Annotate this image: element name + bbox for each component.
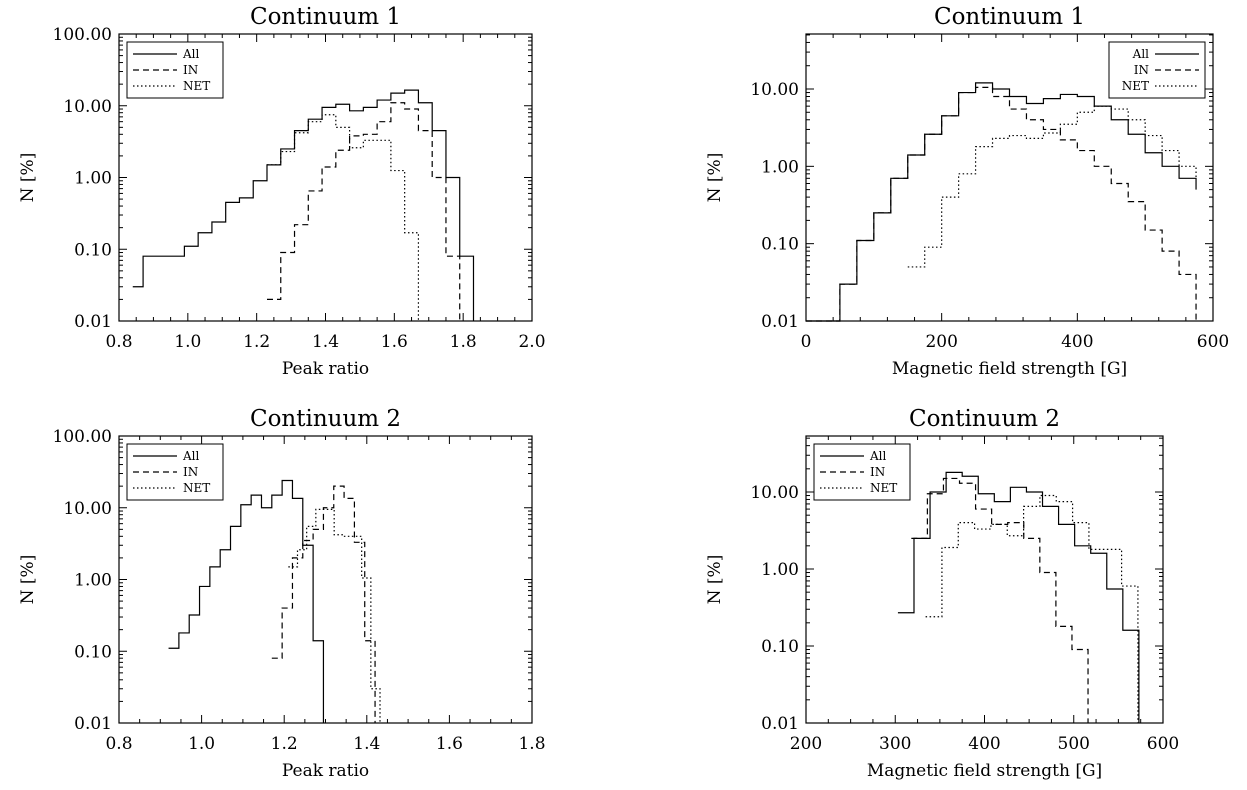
legend-label-in: IN — [183, 465, 198, 479]
x-tick-label: 1.6 — [381, 332, 408, 352]
y-tick-label: 1.00 — [74, 571, 112, 591]
legend: All IN NET — [813, 443, 911, 501]
x-tick-label: 500 — [1058, 734, 1090, 754]
y-tick-label: 100.00 — [53, 427, 112, 447]
x-tick-label: 1.6 — [436, 734, 463, 754]
legend: All IN NET — [1108, 41, 1206, 99]
y-tick-label: 0.10 — [74, 240, 112, 260]
x-tick-label: 600 — [1147, 734, 1179, 754]
x-tick-label: 2.0 — [518, 332, 545, 352]
legend-label-net: NET — [1122, 79, 1149, 93]
x-tick-label: 600 — [1197, 332, 1229, 352]
series-all-line — [168, 479, 325, 723]
x-tick-label: 300 — [879, 734, 911, 754]
legend-label-in: IN — [1134, 63, 1149, 77]
x-tick-label: 1.4 — [312, 332, 339, 352]
chart-panel-3: Continuum 2 Peak ratio N [%] 0.8 1.0 1.2 1.4 1.… — [18, 406, 546, 781]
y-tick-label: 10.00 — [63, 97, 112, 117]
legend-label-net: NET — [183, 79, 210, 93]
series-in-line — [911, 477, 1089, 723]
series-in-line — [271, 485, 376, 723]
series-net-line — [266, 114, 420, 321]
legend: All IN NET — [126, 41, 224, 99]
y-tick-label: 0.10 — [761, 235, 799, 255]
y-tick-label: 100.00 — [53, 25, 112, 45]
x-tick-label: 200 — [790, 734, 822, 754]
x-tick-label: 0 — [801, 332, 812, 352]
legend-label-all: All — [1132, 47, 1150, 61]
y-tick-label: 0.10 — [761, 637, 799, 657]
y-tick-label: 1.00 — [761, 560, 799, 580]
series-all-line — [897, 471, 1140, 723]
legend-label-in: IN — [870, 465, 885, 479]
x-tick-label: 1.2 — [243, 332, 270, 352]
x-tick-label: 0.8 — [105, 332, 132, 352]
y-axis-label: N [%] — [18, 153, 38, 203]
series-in-line — [806, 86, 1197, 322]
y-tick-label: 0.01 — [74, 312, 112, 332]
series-all-line — [132, 89, 475, 321]
y-tick-label: 0.01 — [761, 714, 799, 734]
y-tick-label: 10.00 — [750, 80, 799, 100]
x-tick-label: 1.8 — [450, 332, 477, 352]
x-tick-label: 400 — [968, 734, 1000, 754]
chart-title: Continuum 2 — [250, 406, 401, 432]
x-axis-label: Magnetic field strength [G] — [892, 359, 1127, 379]
x-tick-label: 400 — [1061, 332, 1093, 352]
x-tick-label: 0.8 — [105, 734, 132, 754]
legend-label-in: IN — [183, 63, 198, 77]
plot-frame — [805, 33, 1214, 322]
legend: All IN NET — [126, 443, 224, 501]
x-axis-label: Peak ratio — [282, 761, 369, 781]
y-axis-label: N [%] — [18, 555, 38, 605]
chart-title: Continuum 1 — [934, 4, 1085, 30]
series-in-line — [266, 102, 461, 321]
y-axis-label: N [%] — [705, 153, 725, 203]
y-tick-label: 0.10 — [74, 642, 112, 662]
x-tick-label: 200 — [925, 332, 957, 352]
y-tick-label: 10.00 — [750, 483, 799, 503]
legend-label-all: All — [182, 449, 200, 463]
chart-panel-4: Continuum 2 Magnetic field strength [G] N … — [705, 406, 1179, 781]
chart-title: Continuum 2 — [909, 406, 1060, 432]
series-net-line — [288, 508, 381, 723]
x-tick-label: 1.0 — [188, 734, 215, 754]
chart-title: Continuum 1 — [250, 4, 401, 30]
y-tick-label: 1.00 — [74, 169, 112, 189]
x-tick-label: 1.0 — [174, 332, 201, 352]
y-tick-label: 0.01 — [74, 714, 112, 734]
x-axis-label: Peak ratio — [282, 359, 369, 379]
series-net-line — [907, 105, 1197, 268]
chart-panel-2: Continuum 1 Magnetic field strength [G] N … — [705, 4, 1229, 379]
chart-panel-1: Continuum 1 Peak ratio N [%] 0.8 1.0 1.2 1.4 1.… — [18, 4, 546, 379]
series-all-line — [806, 82, 1197, 322]
y-tick-label: 1.00 — [761, 157, 799, 177]
x-tick-label: 1.2 — [271, 734, 298, 754]
legend-label-net: NET — [183, 481, 210, 495]
y-tick-label: 10.00 — [63, 499, 112, 519]
x-tick-label: 1.4 — [353, 734, 380, 754]
series-net-line — [925, 494, 1139, 723]
legend-label-net: NET — [870, 481, 897, 495]
x-tick-label: 1.8 — [518, 734, 545, 754]
legend-label-all: All — [182, 47, 200, 61]
y-tick-label: 0.01 — [761, 312, 799, 332]
x-axis-label: Magnetic field strength [G] — [867, 761, 1102, 781]
legend-label-all: All — [869, 449, 887, 463]
y-axis-label: N [%] — [705, 555, 725, 605]
